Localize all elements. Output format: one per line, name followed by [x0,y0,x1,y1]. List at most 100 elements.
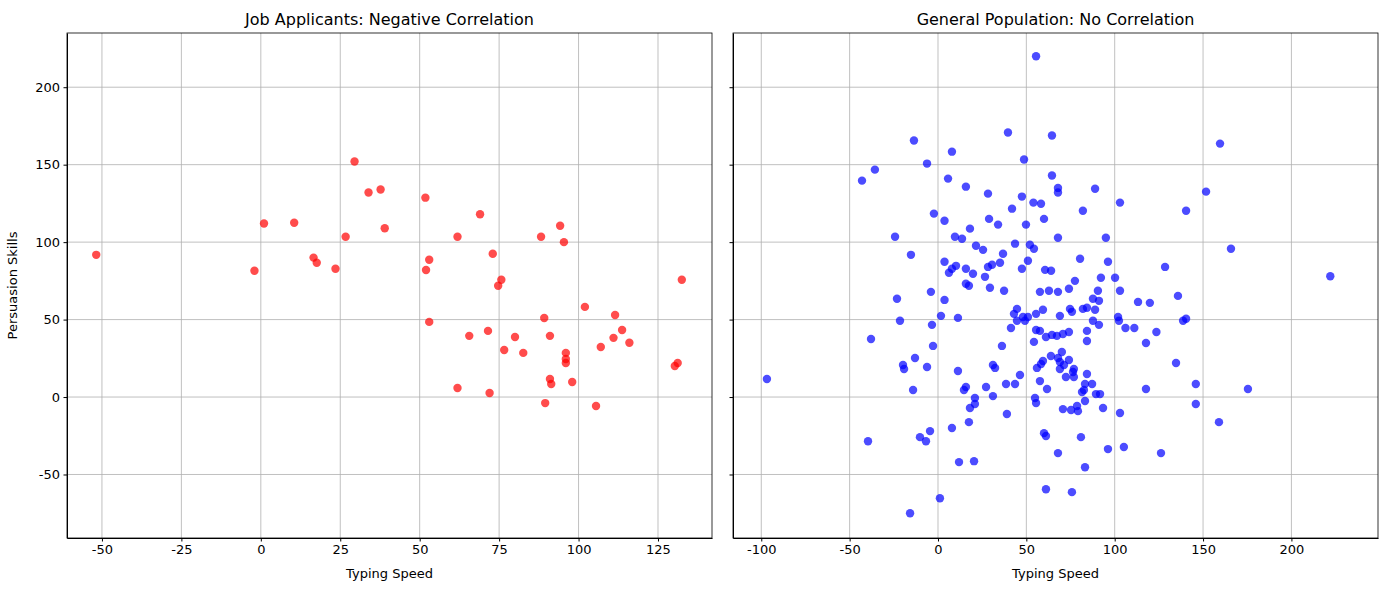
point [1081,397,1089,405]
y-grid-line [67,87,712,88]
point [996,259,1004,267]
x-tick-label: 200 [1279,542,1304,557]
point [1083,304,1091,312]
point [945,269,953,277]
point [929,342,937,350]
point [476,210,484,218]
point [948,147,956,155]
point [1029,198,1037,206]
point [858,176,866,184]
point [1152,328,1160,336]
point [1056,312,1064,320]
point [341,233,349,241]
point [537,233,545,241]
point [1192,400,1200,408]
x-grid-line [260,33,261,538]
point [1172,359,1180,367]
point [1216,139,1224,147]
y-tick-label: 50 [43,312,60,327]
point [1033,364,1041,372]
point [940,296,948,304]
point [1003,410,1011,418]
point [985,215,993,223]
point [1244,385,1252,393]
x-tick-label: 75 [491,542,508,557]
x-tick: 75 [491,538,508,557]
point [966,224,974,232]
point [1040,215,1048,223]
y-tick: 0 [52,390,67,405]
point [909,386,917,394]
point [1078,388,1086,396]
point [1059,405,1067,413]
y-grid-line [733,87,1378,88]
point [940,217,948,225]
point [1018,265,1026,273]
y-tick [730,165,734,166]
point [999,250,1007,258]
point [906,509,914,517]
point [1020,155,1028,163]
point [965,282,973,290]
point [1032,310,1040,318]
x-tick-label: -100 [747,542,777,557]
point [453,233,461,241]
y-grid-line [733,397,1378,398]
x-grid-line [1291,33,1292,538]
point [981,273,989,281]
x-tick-label: 0 [257,542,265,557]
point [1002,380,1010,388]
point [597,343,605,351]
point [568,378,576,386]
x-tick-mark [579,538,580,542]
point [991,364,999,372]
x-tick-mark [340,538,341,542]
x-tick-label: 150 [1191,542,1216,557]
point [1227,245,1235,253]
point [1179,317,1187,325]
point [864,437,872,445]
y-grid-line [67,319,712,320]
x-tick: 50 [412,538,429,557]
y-tick-label: 150 [35,157,60,172]
point [1036,327,1044,335]
point [1030,338,1038,346]
point [1077,433,1085,441]
point [960,386,968,394]
point [1070,373,1078,381]
grid [733,33,1378,538]
point [1326,272,1334,280]
point [911,354,919,362]
y-tick-mark [730,165,734,166]
plot-frame [67,33,712,538]
point [1013,317,1021,325]
y-tick-mark [730,87,734,88]
point [910,136,918,144]
point [926,427,934,435]
point [891,233,899,241]
point [376,185,384,193]
point [1094,287,1102,295]
x-tick-label: -50 [92,542,113,557]
point [541,399,549,407]
y-tick-mark [64,474,68,475]
point [562,359,570,367]
y-tick-mark [730,320,734,321]
point [1115,317,1123,325]
point [907,251,915,259]
point [989,392,997,400]
point [546,332,554,340]
x-tick-label: 0 [934,542,942,557]
x-tick: 200 [1279,538,1304,557]
y-tick [730,474,734,475]
point [1042,333,1050,341]
y-tick-mark [730,242,734,243]
point [1024,257,1032,265]
point [581,303,589,311]
point [331,265,339,273]
x-tick: 125 [646,538,671,557]
point [1007,324,1015,332]
point [936,494,944,502]
point [1116,198,1124,206]
point [1048,171,1056,179]
